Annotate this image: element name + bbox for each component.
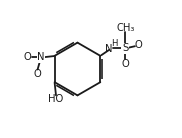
- Text: CH₃: CH₃: [116, 23, 134, 33]
- Text: S: S: [122, 43, 128, 53]
- Text: HO: HO: [48, 94, 64, 104]
- Text: O: O: [24, 52, 31, 62]
- Text: N: N: [105, 44, 113, 54]
- Text: O: O: [33, 69, 41, 79]
- Text: N: N: [37, 52, 45, 62]
- Text: H: H: [111, 39, 117, 48]
- Text: O: O: [121, 59, 129, 69]
- Text: O: O: [134, 40, 142, 50]
